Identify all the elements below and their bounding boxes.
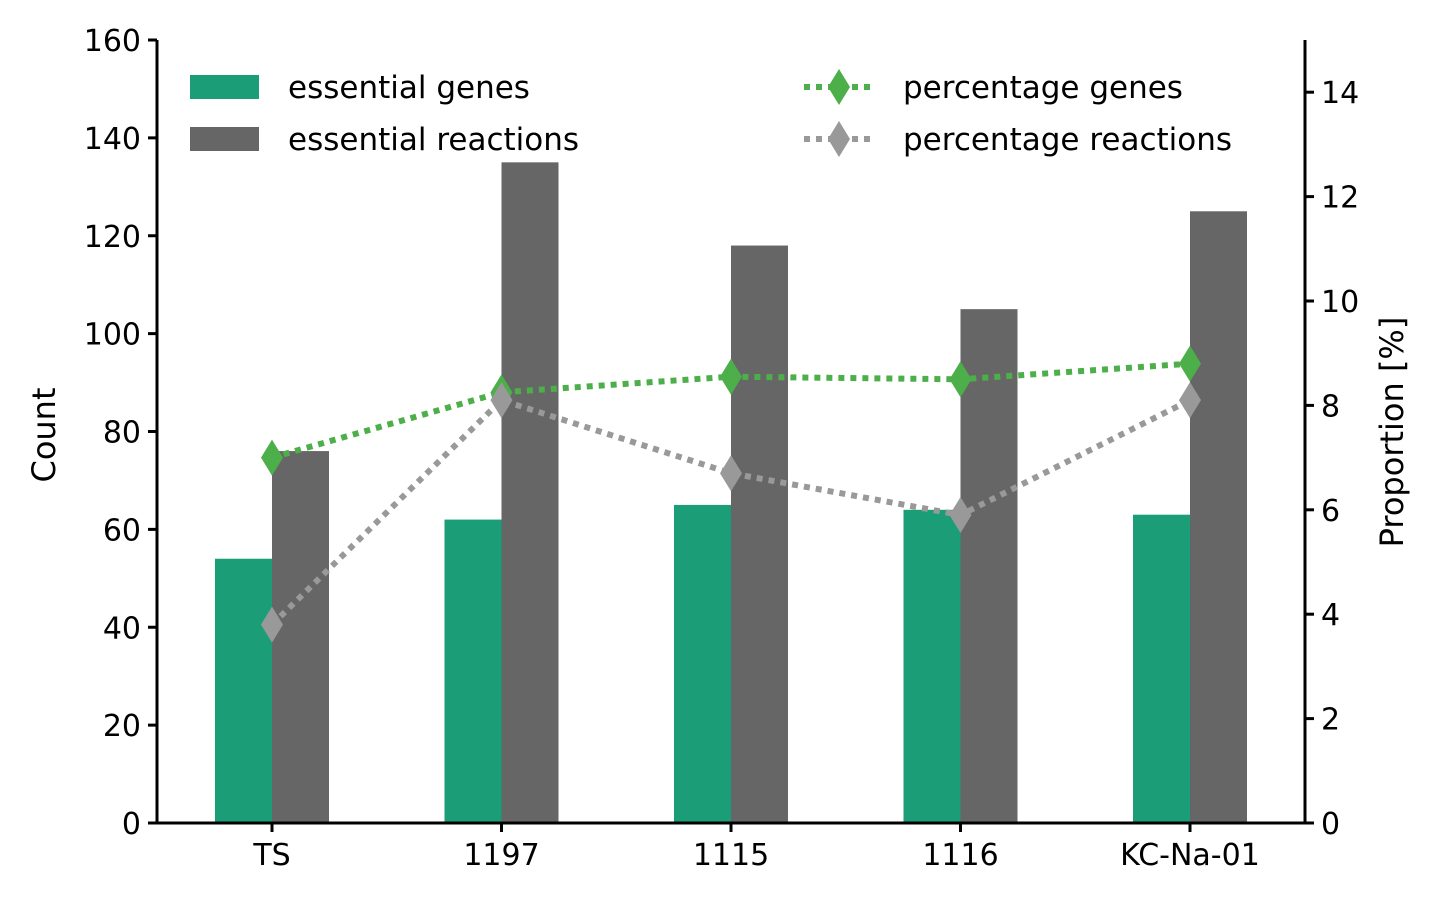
ticks-layer: 0 20 40 60 80 100 120 140 160 0 2 4 6 8 10 12 14 TS 1197 11…: [84, 24, 1359, 873]
marker-percentage-genes-1115: [720, 358, 742, 395]
bar-essential-reactions-1116: [960, 309, 1018, 823]
legend-label: essential reactions: [288, 122, 579, 158]
marker-percentage-reactions-1116: [949, 497, 972, 534]
bar-essential-genes-TS: [215, 558, 272, 823]
y-tick-label-left: 160: [84, 24, 141, 59]
y-axis-title-left: Count: [25, 387, 63, 482]
y-tick-label-left: 140: [84, 122, 141, 157]
y-tick-label-left: 80: [103, 416, 141, 451]
legend-marker-percentage-genes: [828, 69, 850, 105]
marker-percentage-genes-1116: [949, 361, 972, 398]
marker-percentage-reactions-1115: [720, 455, 742, 492]
marker-percentage-genes-KC-Na-01: [1179, 345, 1201, 382]
y-tick-label-left: 40: [103, 611, 141, 646]
y-tick-label-right: 0: [1321, 807, 1340, 842]
bar-essential-reactions-KC-Na-01: [1190, 211, 1247, 823]
bar-essential-genes-1197: [444, 519, 502, 823]
legend-label: essential genes: [288, 70, 530, 106]
y-tick-label-left: 120: [84, 220, 141, 255]
x-tick-label: 1116: [922, 838, 998, 873]
x-tick-label: TS: [252, 838, 290, 873]
x-tick-label: 1115: [693, 838, 769, 873]
y-tick-label-right: 6: [1321, 494, 1340, 529]
y-tick-label-right: 2: [1321, 703, 1340, 738]
y-tick-label-right: 12: [1321, 181, 1359, 216]
y-tick-label-left: 0: [122, 807, 141, 842]
legend: essential genes essential reactions percen…: [190, 69, 1232, 158]
x-tick-label: KC-Na-01: [1120, 838, 1260, 873]
lines-layer: [261, 345, 1201, 643]
marker-percentage-reactions-1197: [490, 382, 513, 419]
bar-essential-genes-KC-Na-01: [1133, 514, 1190, 823]
legend-label: percentage reactions: [903, 122, 1232, 158]
marker-percentage-reactions-KC-Na-01: [1179, 382, 1201, 419]
legend-label: percentage genes: [903, 70, 1183, 106]
bars-layer: [215, 162, 1247, 824]
y-tick-label-right: 14: [1321, 76, 1359, 111]
bar-essential-genes-1115: [674, 504, 731, 823]
legend-swatch-essential-genes: [190, 75, 259, 99]
bar-essential-reactions-1197: [501, 162, 559, 823]
marker-percentage-genes-TS: [261, 439, 283, 476]
bar-essential-reactions-1115: [731, 245, 788, 824]
x-tick-label: 1197: [463, 838, 539, 873]
y-tick-label-right: 8: [1321, 389, 1340, 424]
y-axis-title-right: Proportion [%]: [1373, 317, 1411, 548]
y-tick-label-left: 60: [103, 513, 141, 548]
marker-percentage-reactions-TS: [261, 606, 283, 643]
bar-essential-genes-1116: [903, 509, 961, 823]
bar-essential-reactions-TS: [272, 451, 329, 823]
line-percentage-reactions: [269, 396, 1192, 627]
y-tick-label-right: 10: [1321, 285, 1359, 320]
legend-marker-percentage-reactions: [828, 121, 850, 157]
y-tick-label-left: 20: [103, 709, 141, 744]
legend-swatch-essential-reactions: [190, 127, 259, 151]
y-tick-label-left: 100: [84, 318, 141, 353]
y-tick-label-right: 4: [1321, 598, 1340, 633]
